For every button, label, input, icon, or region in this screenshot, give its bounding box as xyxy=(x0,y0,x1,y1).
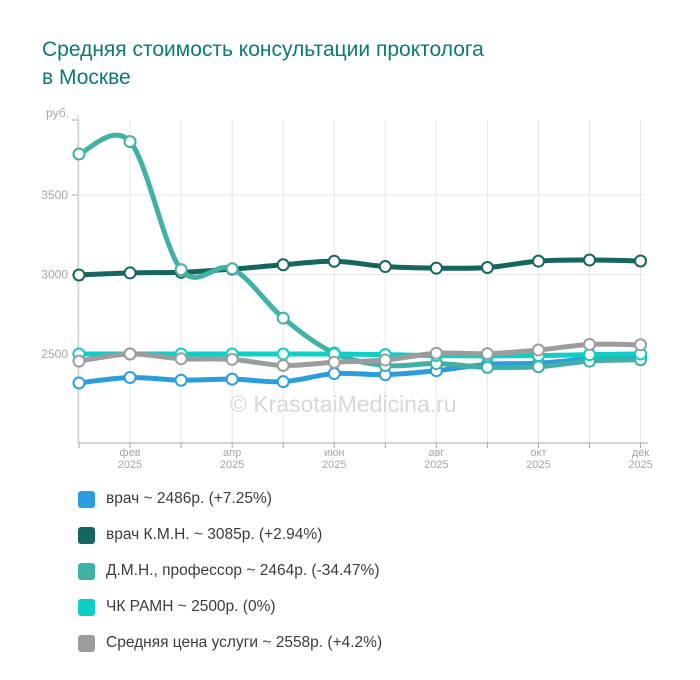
data-point xyxy=(123,347,137,361)
legend-label-chk-ramn: ЧК РАМН ~ 2500р. (0%) xyxy=(106,598,276,615)
y-tick-label: 3000 xyxy=(41,268,68,282)
legend-item-vrach: врач ~ 2486р. (+7.25%) xyxy=(78,481,382,517)
data-point xyxy=(634,338,648,352)
series-line xyxy=(76,132,644,371)
data-point xyxy=(225,372,239,386)
chart-legend: врач ~ 2486р. (+7.25%) врач К.М.Н. ~ 308… xyxy=(78,481,382,661)
data-point xyxy=(276,375,290,389)
data-point xyxy=(531,254,545,268)
legend-item-vrach-kmn: врач К.М.Н. ~ 3085р. (+2.94%) xyxy=(78,517,382,553)
legend-swatch-dmn-professor xyxy=(78,562,95,580)
x-tick-label-авг: авг 2025 xyxy=(424,447,448,471)
data-point xyxy=(327,254,341,268)
legend-label-dmn-professor: Д.М.Н., профессор ~ 2464р. (-34.47%) xyxy=(106,562,380,579)
data-point xyxy=(378,260,392,274)
data-point xyxy=(276,358,290,372)
data-point xyxy=(480,360,494,374)
data-point xyxy=(531,360,545,374)
series-Средняя цена услуги xyxy=(72,337,648,372)
data-point xyxy=(72,376,86,390)
data-point xyxy=(327,367,341,381)
watermark: © KrasotaiMedicina.ru xyxy=(230,391,457,417)
data-point xyxy=(72,147,86,161)
y-tick-label: 2500 xyxy=(41,347,68,361)
data-point xyxy=(123,266,137,280)
y-tick-label: 3500 xyxy=(41,188,68,202)
x-axis: фев 2025 апр 2025 июн 2025 авг 2025 окт 2025 дек 20… xyxy=(78,442,653,471)
data-point xyxy=(276,258,290,272)
data-point xyxy=(174,373,188,387)
data-point xyxy=(378,353,392,367)
series-Д.М.Н., профессор xyxy=(72,132,648,374)
data-point xyxy=(123,135,137,149)
legend-swatch-average-price xyxy=(78,634,95,652)
page-title-line1: Средняя стоимость консультации проктолог… xyxy=(42,38,484,61)
x-tick-label-фев: фев 2025 xyxy=(118,447,142,471)
y-axis-title: руб. xyxy=(46,106,69,120)
x-tick-label-дек: дек 2025 xyxy=(628,447,652,471)
data-point xyxy=(480,261,494,275)
chart-canvas: 2500 3000 3500 руб. © KrasotaiMedicina.ru фев… xyxy=(41,106,653,471)
legend-label-average-price: Средняя цена услуги ~ 2558р. (+4.2%) xyxy=(106,634,383,651)
legend-label-vrach-kmn: врач К.М.Н. ~ 3085р. (+2.94%) xyxy=(106,526,323,543)
legend-item-dmn-professor: Д.М.Н., профессор ~ 2464р. (-34.47%) xyxy=(78,553,382,589)
page-title-line2: в Москве xyxy=(42,66,131,89)
series-врач К.М.Н. xyxy=(72,253,648,282)
data-point xyxy=(583,253,596,267)
x-tick-label-апр: апр 2025 xyxy=(220,447,244,471)
data-point xyxy=(480,347,494,361)
series-line xyxy=(76,257,644,278)
data-point xyxy=(72,354,86,368)
legend-label-vrach: врач ~ 2486р. (+7.25%) xyxy=(106,490,272,507)
legend-item-average-price: Средняя цена услуги ~ 2558р. (+4.2%) xyxy=(78,625,382,661)
data-point xyxy=(531,343,545,357)
legend-swatch-vrach-kmn xyxy=(78,526,95,544)
data-point xyxy=(327,355,341,369)
data-point xyxy=(634,254,648,268)
data-point xyxy=(123,371,137,385)
data-point xyxy=(225,262,239,276)
data-point xyxy=(276,347,290,361)
data-point xyxy=(72,268,86,282)
page-title: Средняя стоимость консультации проктолог… xyxy=(42,36,602,92)
data-point xyxy=(174,352,188,366)
legend-swatch-vrach xyxy=(78,490,95,508)
data-point xyxy=(276,311,290,325)
legend-swatch-chk-ramn xyxy=(78,598,95,616)
data-point xyxy=(225,352,239,366)
data-point xyxy=(429,346,443,360)
x-tick-label-окт: окт 2025 xyxy=(526,447,550,471)
data-point xyxy=(583,337,596,351)
x-tick-label-июн: июн 2025 xyxy=(322,447,346,471)
price-trend-chart: 2500 3000 3500 руб. © KrasotaiMedicina.ru фев… xyxy=(0,100,700,480)
legend-item-chk-ramn: ЧК РАМН ~ 2500р. (0%) xyxy=(78,589,382,625)
data-point xyxy=(174,263,188,277)
data-point xyxy=(429,261,443,275)
